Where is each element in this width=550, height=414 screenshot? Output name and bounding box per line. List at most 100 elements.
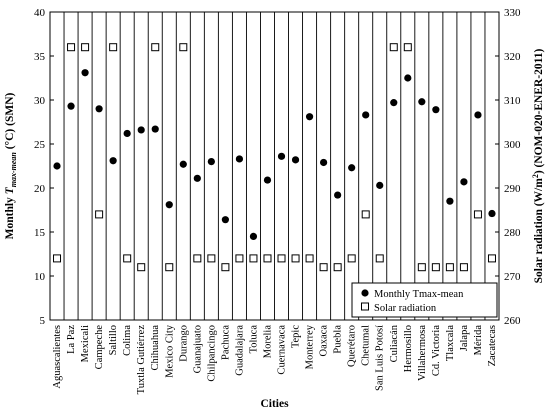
left-tick-label: 10 [34, 271, 46, 283]
right-tick-label: 300 [504, 139, 521, 151]
tmax-point [362, 111, 370, 119]
category-label: Morelia [262, 325, 273, 359]
category-label: La Paz [66, 325, 77, 354]
category-label: Tlaxcala [445, 325, 456, 361]
tmax-point [376, 181, 384, 189]
solar-radiation-point [389, 43, 398, 52]
right-tick-label: 310 [504, 95, 521, 107]
legend: Monthly Tmax-mean Solar radiation [351, 282, 498, 318]
tmax-point [277, 152, 286, 160]
legend-marker-solar [361, 302, 369, 311]
right-tick-label: 280 [504, 227, 521, 239]
right-axis-title: Solar radiation (W/m2) (NOM-020-ENER-201… [531, 48, 545, 283]
category-label: Tuxtla Gutiérrez [136, 325, 147, 395]
left-tick-label: 40 [34, 7, 46, 19]
tmax-point [390, 99, 398, 107]
right-tick-label: 270 [504, 271, 521, 283]
category-label: San Luis Potosí [375, 325, 386, 391]
tmax-point [179, 160, 187, 168]
category-label: Villahermosa [417, 325, 428, 381]
tmax-point [305, 113, 314, 121]
tmax-point [123, 129, 131, 138]
solar-radiation-point [417, 263, 426, 272]
right-tick-label: 290 [504, 183, 521, 195]
category-label: Chihuahua [150, 325, 161, 371]
legend-box [351, 282, 498, 318]
tmax-point [404, 74, 412, 82]
solar-radiation-point [403, 43, 412, 52]
tmax-point [432, 106, 440, 114]
solar-radiation-point [221, 263, 230, 272]
right-axis-title-sup: 2 [531, 174, 540, 178]
x-axis-title: Cities [260, 398, 289, 410]
solar-radiation-point [53, 254, 62, 263]
category-label: Chilpancingo [206, 325, 217, 382]
tmax-point [235, 155, 244, 163]
solar-radiation-point [179, 43, 188, 52]
tmax-point [418, 98, 426, 106]
solar-radiation-point [81, 43, 90, 52]
right-axis-title-main: Solar radiation (W/m [533, 178, 545, 284]
category-label: Cd. Victoria [431, 325, 442, 376]
solar-radiation-point [263, 254, 272, 263]
solar-radiation-point [109, 43, 118, 52]
solar-radiation-point [67, 43, 76, 52]
category-label: Oaxaca [319, 325, 330, 357]
tmax-point [137, 126, 145, 134]
legend-label-tmax: Monthly Tmax-mean [374, 289, 464, 300]
left-axis-title-main: Monthly [4, 194, 16, 239]
solar-radiation-point [361, 210, 370, 219]
category-label: Colima [122, 325, 133, 356]
left-tick-label: 30 [34, 95, 46, 107]
solar-radiation-point [291, 254, 300, 263]
tmax-point [334, 191, 342, 199]
solar-radiation-point [445, 263, 454, 272]
category-label: Guadalajara [234, 325, 245, 376]
tmax-point [474, 111, 482, 119]
solar-radiation-point [473, 210, 482, 219]
solar-radiation-point [487, 254, 496, 263]
left-axis-title-var: T [4, 186, 16, 194]
category-label: Mexicali [80, 325, 91, 362]
category-label: Querétaro [347, 325, 358, 367]
data-points [53, 43, 496, 272]
left-tick-label: 35 [34, 51, 46, 63]
solar-radiation-point [333, 263, 342, 272]
right-tick-label: 320 [504, 51, 521, 63]
legend-marker-tmax [361, 289, 369, 297]
tmax-point [193, 174, 201, 182]
solar-radiation-point [347, 254, 356, 263]
category-label: Zacatecas [487, 325, 498, 366]
tmax-point [460, 178, 468, 186]
tmax-point [207, 158, 215, 166]
tmax-point [263, 176, 272, 184]
solar-radiation-point [249, 254, 258, 263]
category-label: Monterrey [305, 324, 316, 369]
category-gridlines [63, 12, 486, 320]
solar-radiation-point [235, 254, 244, 263]
solar-radiation-point [431, 263, 440, 272]
right-axis: 260 270 280 290 300 310 320 330 [495, 7, 521, 327]
category-label: Cuernavaca [277, 325, 288, 375]
tmax-point [348, 164, 356, 172]
tmax-point [95, 105, 103, 113]
solar-radiation-point [319, 263, 328, 272]
category-label: Aguascalientes [52, 325, 63, 389]
category-label: Guanajuato [192, 325, 203, 373]
solar-radiation-point [193, 254, 202, 263]
category-label: Pachuca [220, 325, 231, 360]
right-tick-label: 260 [504, 315, 521, 327]
category-label: Hermosillo [403, 325, 414, 372]
tmax-point [81, 69, 89, 77]
left-tick-label: 20 [34, 183, 46, 195]
category-labels: Aguascalientes La Paz Mexicali Campeche Salt… [52, 324, 498, 394]
solar-radiation-point [123, 254, 132, 263]
category-label: Saltillo [108, 325, 119, 355]
tmax-point [320, 158, 328, 167]
solar-radiation-point [207, 254, 216, 263]
tmax-point [446, 197, 454, 205]
category-label: Campeche [94, 325, 105, 370]
tmax-point [165, 201, 173, 209]
solar-radiation-point [305, 254, 314, 263]
